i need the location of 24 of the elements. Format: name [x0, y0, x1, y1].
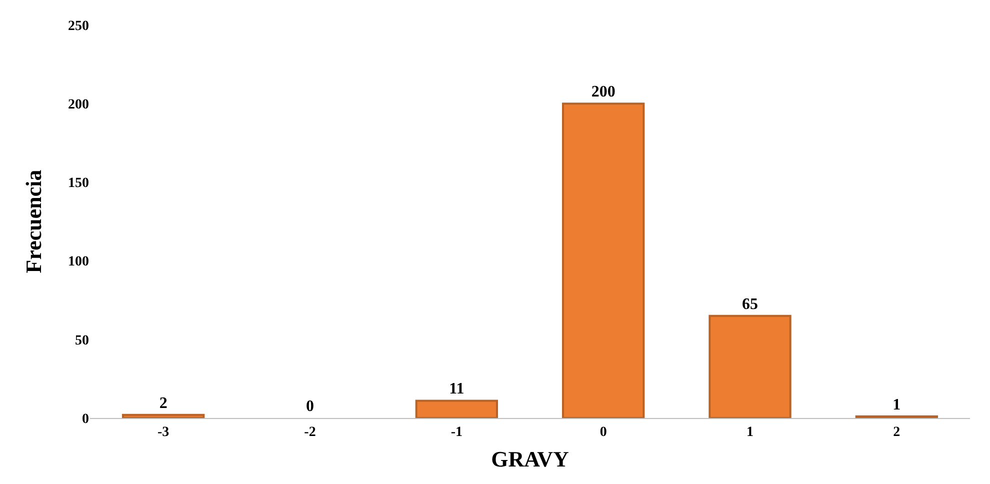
- data-label: 2: [159, 394, 168, 412]
- bar: [415, 400, 498, 418]
- y-tick-label: 250: [68, 18, 89, 34]
- y-tick-label: 0: [82, 412, 89, 427]
- x-tick-label: 0: [600, 424, 607, 440]
- x-tick-label: -1: [450, 424, 463, 440]
- y-tick-label: 150: [68, 176, 89, 192]
- data-label: 200: [591, 84, 616, 101]
- data-label: 65: [742, 296, 758, 313]
- x-tick-label: 2: [893, 424, 900, 440]
- data-label: 0: [306, 398, 314, 415]
- y-tick-label: 50: [75, 333, 89, 348]
- x-tick-label: -2: [304, 424, 316, 440]
- bar: [122, 414, 205, 418]
- x-tick-label: 1: [746, 424, 754, 440]
- y-tick-label: 200: [68, 98, 89, 112]
- x-axis-title: GRAVY: [491, 446, 570, 472]
- y-tick-label: 100: [68, 254, 89, 270]
- data-label: 11: [449, 380, 464, 398]
- data-label: 1: [892, 396, 901, 414]
- x-tick-label: -3: [157, 424, 170, 440]
- y-axis-title: Frecuencia: [20, 170, 46, 274]
- bar: [562, 102, 645, 418]
- bar: [708, 314, 792, 418]
